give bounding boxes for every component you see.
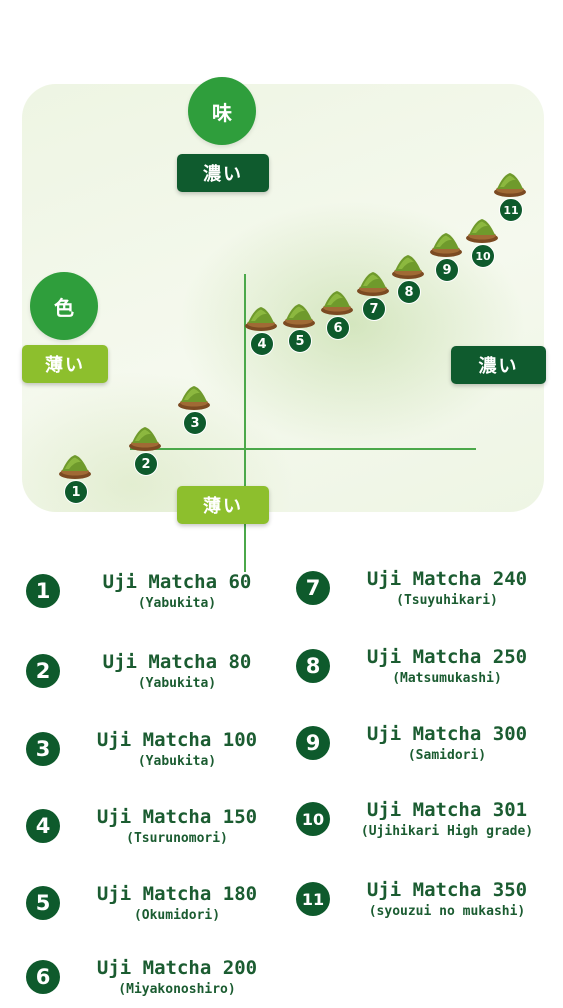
legend-item-1: 1 Uji Matcha 60 (Yabukita) — [26, 570, 288, 620]
matcha-taste-color-chart: 味 色 濃い 薄い 薄い 濃い — [22, 77, 546, 572]
legend-variety: (Yabukita) — [137, 596, 217, 611]
mark-number: 6 — [326, 316, 350, 340]
legend-text: Uji Matcha 100 (Yabukita) — [66, 728, 288, 772]
legend-text: Uji Matcha 301 (Ujihikari High grade) — [336, 798, 558, 842]
mark-number: 3 — [183, 411, 207, 435]
taste-axis-title: 味 — [188, 77, 256, 145]
legend-variety: (Miyakonoshiro) — [118, 982, 236, 997]
legend-variety: (Ujihikari High grade) — [360, 824, 534, 839]
legend-item-9: 9 Uji Matcha 300 (Samidori) — [296, 722, 558, 772]
matcha-mark-1: 1 — [55, 450, 95, 510]
legend-variety: (Tsurunomori) — [126, 831, 228, 846]
matcha-mark-8: 8 — [388, 250, 428, 310]
legend-number: 11 — [296, 882, 330, 916]
legend-text: Uji Matcha 350 (syouzui no mukashi) — [336, 878, 558, 922]
legend-variety: (Samidori) — [407, 748, 487, 763]
legend-item-3: 3 Uji Matcha 100 (Yabukita) — [26, 728, 288, 778]
legend-variety: (Okumidori) — [133, 908, 221, 923]
matcha-mark-4: 4 — [241, 302, 281, 362]
mark-number: 5 — [288, 329, 312, 353]
legend-product-name: Uji Matcha 301 — [366, 799, 528, 821]
legend-variety: (syouzui no mukashi) — [368, 904, 526, 919]
legend-number: 5 — [26, 886, 60, 920]
matcha-mark-11: 11 — [490, 168, 530, 228]
matcha-mark-9: 9 — [426, 228, 466, 288]
color-axis-line — [130, 448, 476, 450]
legend-number: 6 — [26, 960, 60, 994]
legend-item-5: 5 Uji Matcha 180 (Okumidori) — [26, 882, 288, 932]
legend-item-11: 11 Uji Matcha 350 (syouzui no mukashi) — [296, 878, 558, 928]
legend-number: 10 — [296, 802, 330, 836]
mark-number: 2 — [134, 452, 158, 476]
matcha-mark-5: 5 — [279, 299, 319, 359]
legend-text: Uji Matcha 80 (Yabukita) — [66, 650, 288, 694]
legend-item-6: 6 Uji Matcha 200 (Miyakonoshiro) — [26, 956, 288, 1006]
legend-product-name: Uji Matcha 250 — [366, 646, 528, 668]
legend-text: Uji Matcha 250 (Matsumukashi) — [336, 645, 558, 689]
legend-item-2: 2 Uji Matcha 80 (Yabukita) — [26, 650, 288, 700]
legend-product-name: Uji Matcha 300 — [366, 723, 528, 745]
legend-variety: (Tsuyuhikari) — [396, 593, 498, 608]
legend-number: 2 — [26, 654, 60, 688]
legend-text: Uji Matcha 200 (Miyakonoshiro) — [66, 956, 288, 1000]
legend-item-7: 7 Uji Matcha 240 (Tsuyuhikari) — [296, 567, 558, 617]
matcha-mark-10: 10 — [462, 214, 502, 274]
legend-text: Uji Matcha 150 (Tsurunomori) — [66, 805, 288, 849]
legend-number: 3 — [26, 732, 60, 766]
legend-product-name: Uji Matcha 200 — [96, 957, 258, 979]
mark-number: 10 — [471, 244, 495, 268]
legend-item-8: 8 Uji Matcha 250 (Matsumukashi) — [296, 645, 558, 695]
legend-number: 1 — [26, 574, 60, 608]
legend-text: Uji Matcha 60 (Yabukita) — [66, 570, 288, 614]
legend-number: 8 — [296, 649, 330, 683]
legend-text: Uji Matcha 300 (Samidori) — [336, 722, 558, 766]
legend-product-name: Uji Matcha 180 — [96, 883, 258, 905]
legend-text: Uji Matcha 180 (Okumidori) — [66, 882, 288, 926]
legend-product-name: Uji Matcha 150 — [96, 806, 258, 828]
matcha-mark-6: 6 — [317, 286, 357, 346]
legend-variety: (Matsumukashi) — [392, 671, 502, 686]
color-dark-label: 濃い — [451, 346, 546, 384]
taste-light-label: 薄い — [177, 486, 269, 524]
mark-number: 9 — [435, 258, 459, 282]
legend-product-name: Uji Matcha 100 — [96, 729, 258, 751]
legend-number: 7 — [296, 571, 330, 605]
mark-number: 7 — [362, 297, 386, 321]
mark-number: 4 — [250, 332, 274, 356]
legend-product-name: Uji Matcha 350 — [366, 879, 528, 901]
legend-variety: (Yabukita) — [137, 676, 217, 691]
mark-number: 8 — [397, 280, 421, 304]
matcha-mark-3: 3 — [174, 381, 214, 441]
legend-product-name: Uji Matcha 240 — [366, 568, 528, 590]
mark-number: 11 — [499, 198, 523, 222]
legend-product-name: Uji Matcha 80 — [102, 651, 252, 673]
color-axis-title: 色 — [30, 272, 98, 340]
legend-product-name: Uji Matcha 60 — [102, 571, 252, 593]
legend-variety: (Yabukita) — [137, 754, 217, 769]
taste-strong-label: 濃い — [177, 154, 269, 192]
legend-number: 9 — [296, 726, 330, 760]
matcha-mark-2: 2 — [125, 422, 165, 482]
legend-text: Uji Matcha 240 (Tsuyuhikari) — [336, 567, 558, 611]
color-light-label: 薄い — [22, 345, 108, 383]
legend-item-10: 10 Uji Matcha 301 (Ujihikari High grade) — [296, 798, 558, 848]
legend-number: 4 — [26, 809, 60, 843]
mark-number: 1 — [64, 480, 88, 504]
matcha-mark-7: 7 — [353, 267, 393, 327]
legend-item-4: 4 Uji Matcha 150 (Tsurunomori) — [26, 805, 288, 855]
taste-axis-line — [244, 274, 246, 572]
